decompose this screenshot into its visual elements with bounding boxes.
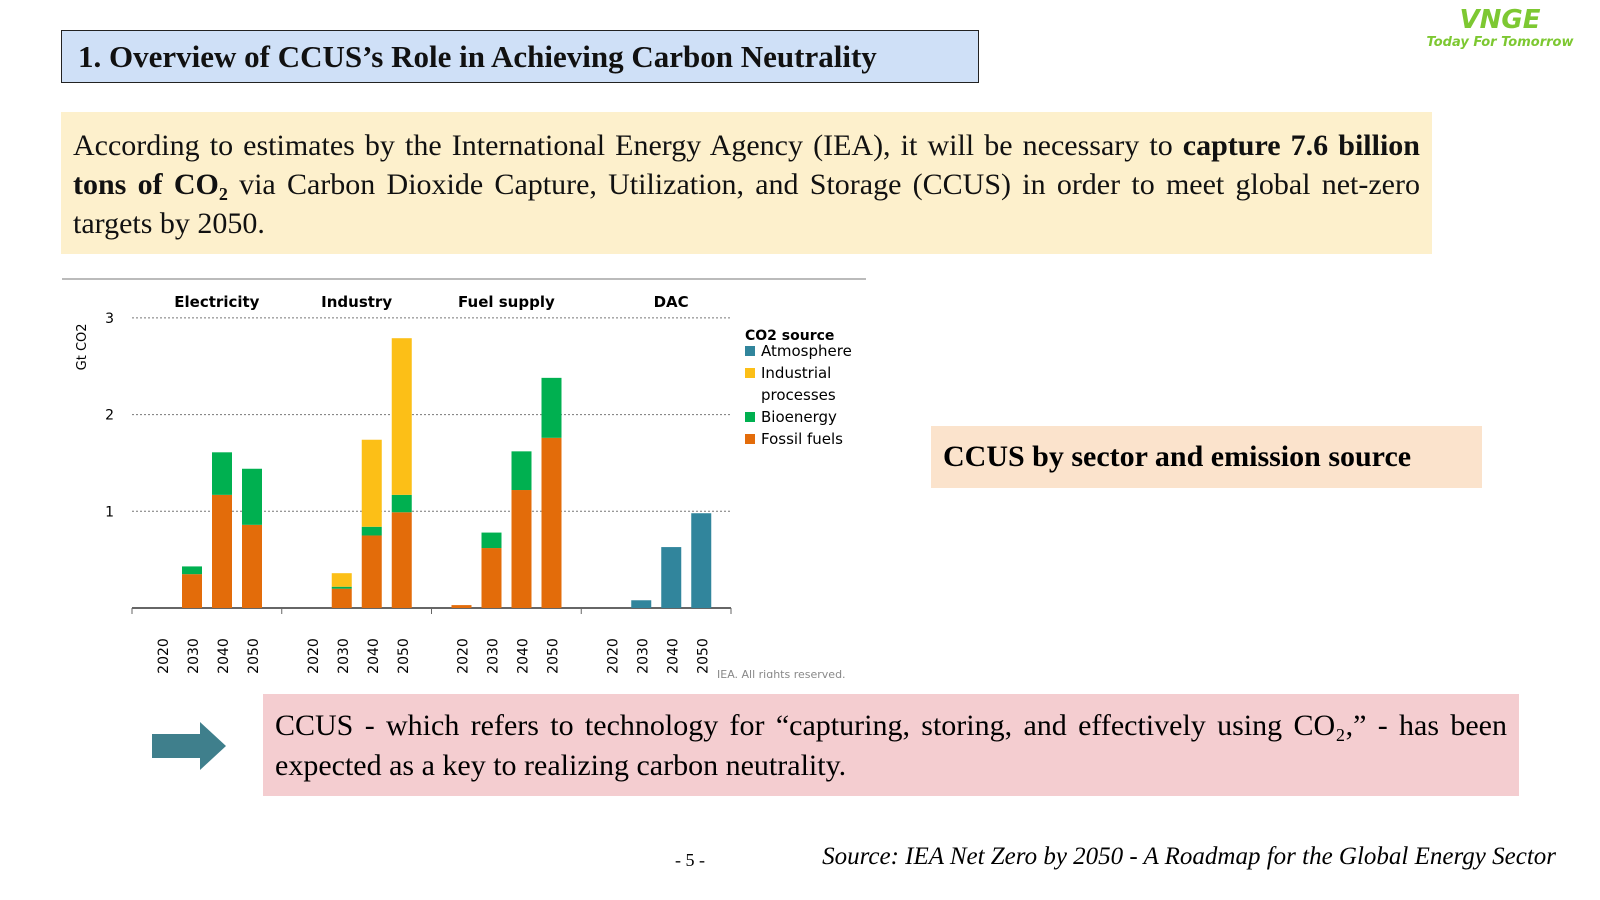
- bar-segment-bioenergy: [242, 468, 262, 525]
- legend-swatch: [745, 434, 755, 444]
- bar-segment-industrial-processes: [361, 439, 382, 527]
- vnge-logo: VNGE Today For Tomorrow: [1410, 5, 1590, 50]
- x-tick-label: 2040: [366, 638, 382, 674]
- intro-text: According to estimates by the Internatio…: [61, 112, 1432, 254]
- bar-segment-fossil-fuels: [242, 524, 262, 608]
- y-tick-label: 1: [105, 504, 114, 520]
- bar-segment-fossil-fuels: [391, 512, 412, 608]
- x-tick-label: 2050: [246, 638, 262, 674]
- x-tick-label: 2050: [695, 638, 711, 674]
- x-tick-label: 2020: [306, 638, 322, 674]
- x-tick-label: 2020: [605, 638, 621, 674]
- legend-swatch: [745, 368, 755, 378]
- logo-brand: VNGE: [1459, 5, 1541, 35]
- bar-segment-atmosphere: [661, 547, 682, 608]
- x-tick-label: 2030: [336, 638, 352, 674]
- bar-segment-atmosphere: [631, 600, 652, 608]
- bar-segment-industrial-processes: [391, 338, 412, 495]
- chart-caption: CCUS by sector and emission source: [931, 426, 1482, 488]
- group-label: Electricity: [174, 293, 259, 311]
- bar-segment-fossil-fuels: [511, 490, 532, 608]
- bar-segment-fossil-fuels: [481, 548, 502, 608]
- bar-segment-fossil-fuels: [212, 494, 232, 608]
- x-tick-label: 2050: [396, 638, 412, 674]
- bar-segment-fossil-fuels: [451, 605, 472, 608]
- logo-tagline: Today For Tomorrow: [1426, 35, 1574, 50]
- y-tick-label: 3: [105, 311, 114, 327]
- group-label: DAC: [654, 293, 689, 311]
- legend-label-cont: processes: [761, 386, 836, 404]
- group-label: Industry: [321, 293, 392, 311]
- group-label: Fuel supply: [458, 293, 555, 311]
- y-tick-label: 2: [105, 408, 114, 424]
- legend-swatch: [745, 346, 755, 356]
- legend-label: Atmosphere: [761, 342, 852, 360]
- legend-label: Fossil fuels: [761, 430, 843, 448]
- x-tick-label: 2040: [516, 638, 532, 674]
- x-tick-label: 2030: [186, 638, 202, 674]
- slide-title: 1. Overview of CCUS’s Role in Achieving …: [61, 30, 979, 83]
- x-tick-label: 2020: [456, 638, 472, 674]
- bar-segment-fossil-fuels: [541, 437, 562, 608]
- chart-credit: IEA. All rights reserved.: [717, 668, 846, 678]
- bar-segment-fossil-fuels: [182, 574, 202, 608]
- legend-title: CO2 source: [745, 328, 834, 344]
- bar-segment-bioenergy: [212, 452, 232, 495]
- bar-segment-fossil-fuels: [361, 535, 382, 608]
- ccus-definition: CCUS - which refers to technology for “c…: [263, 694, 1519, 796]
- bar-segment-bioenergy: [361, 526, 382, 536]
- bar-segment-bioenergy: [331, 586, 352, 589]
- source-citation: Source: IEA Net Zero by 2050 - A Roadmap…: [822, 843, 1556, 870]
- x-tick-label: 2040: [216, 638, 232, 674]
- x-tick-label: 2030: [635, 638, 651, 674]
- bar-segment-bioenergy: [541, 377, 562, 438]
- bar-segment-industrial-processes: [331, 573, 352, 587]
- bar-segment-fossil-fuels: [331, 588, 352, 608]
- bar-segment-bioenergy: [391, 494, 412, 513]
- y-axis-label: Gt CO2: [75, 323, 90, 370]
- intro-part1: According to estimates by the Internatio…: [73, 129, 1183, 162]
- chart-svg: 1 2 3 Gt CO2 Electricity 2020 2030 2040 2050 Indu…: [75, 293, 852, 681]
- legend-label: Industrial: [761, 364, 831, 382]
- intro-part2: via Carbon Dioxide Capture, Utilization,…: [73, 168, 1420, 240]
- x-tick-label: 2040: [665, 638, 681, 674]
- legend-label: Bioenergy: [761, 408, 837, 426]
- legend-swatch: [745, 412, 755, 422]
- bar-segment-bioenergy: [481, 532, 502, 549]
- intro-bold: capture 7.6 billion tons of CO₂: [73, 129, 1420, 201]
- bar-segment-bioenergy: [511, 451, 532, 491]
- x-tick-label: 2050: [546, 638, 562, 674]
- bar-segment-bioenergy: [182, 566, 202, 575]
- ccus-chart: 1 2 3 Gt CO2 Electricity 2020 2030 2040 2050 Indu…: [62, 278, 866, 681]
- bar-segment-atmosphere: [691, 513, 712, 608]
- x-tick-label: 2030: [486, 638, 502, 674]
- page-number: - 5 -: [675, 850, 705, 870]
- arrow-right-icon: [152, 722, 226, 770]
- x-tick-label: 2020: [156, 638, 172, 674]
